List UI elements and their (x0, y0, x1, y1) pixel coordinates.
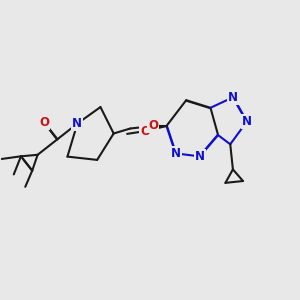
Text: O: O (140, 124, 150, 138)
Text: N: N (228, 91, 238, 104)
Text: O: O (148, 119, 158, 132)
Text: N: N (242, 115, 252, 128)
Text: N: N (72, 117, 82, 130)
Text: O: O (40, 116, 50, 129)
Text: N: N (171, 147, 181, 160)
Text: N: N (195, 150, 205, 163)
